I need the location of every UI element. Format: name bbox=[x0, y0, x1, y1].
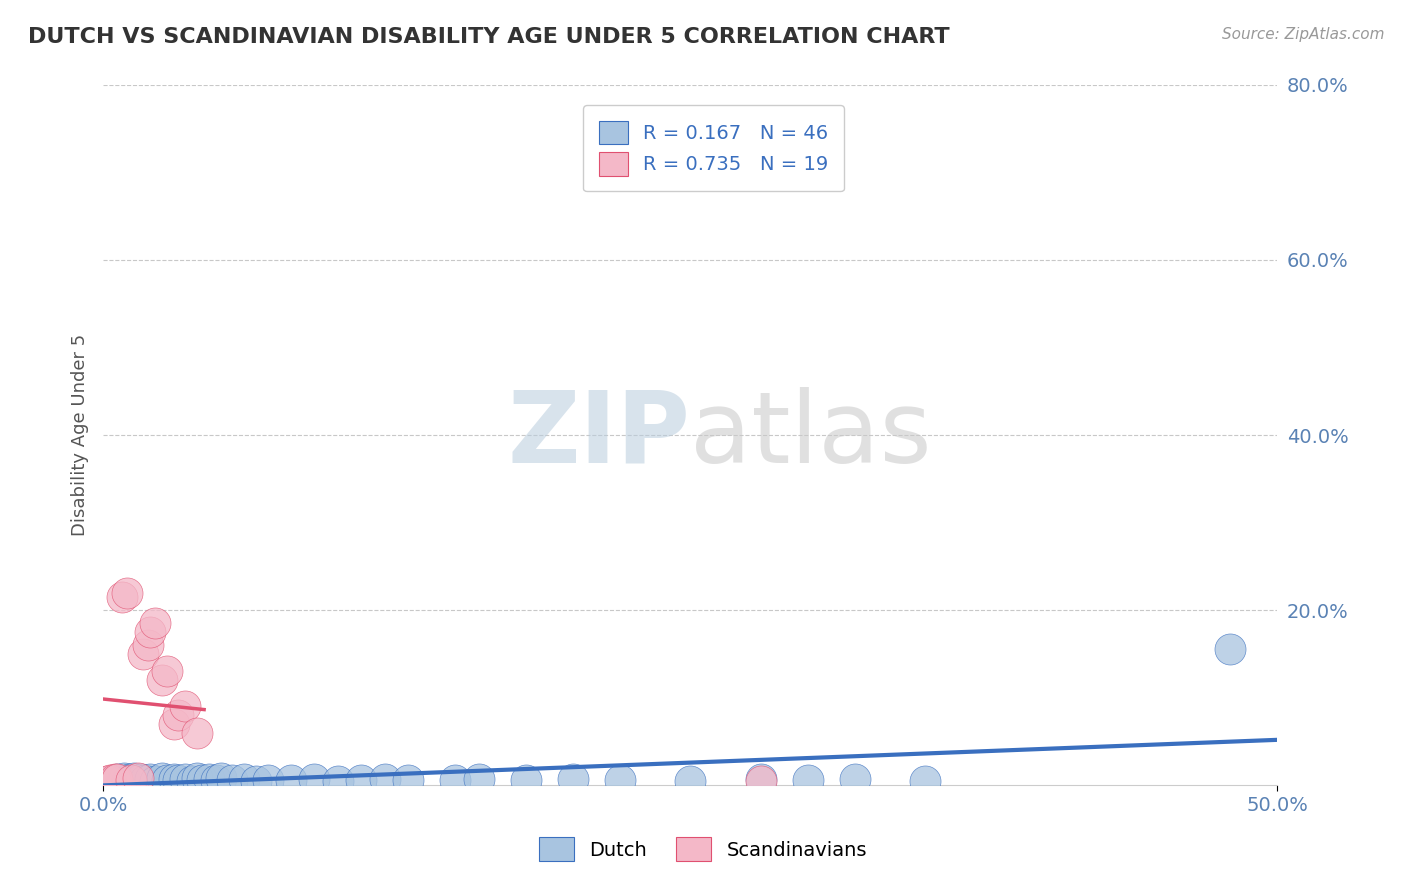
Point bbox=[749, 773, 772, 788]
Point bbox=[150, 673, 173, 687]
Point bbox=[98, 772, 121, 787]
Point bbox=[129, 772, 152, 786]
Point bbox=[233, 772, 256, 786]
Point bbox=[350, 772, 373, 787]
Point bbox=[561, 772, 583, 786]
Point bbox=[679, 773, 702, 788]
Point bbox=[468, 772, 491, 786]
Point bbox=[155, 665, 177, 679]
Text: DUTCH VS SCANDINAVIAN DISABILITY AGE UNDER 5 CORRELATION CHART: DUTCH VS SCANDINAVIAN DISABILITY AGE UND… bbox=[28, 27, 949, 46]
Point bbox=[209, 771, 232, 785]
Y-axis label: Disability Age Under 5: Disability Age Under 5 bbox=[72, 334, 89, 536]
Point bbox=[396, 772, 419, 787]
Point bbox=[134, 772, 156, 787]
Point bbox=[120, 772, 142, 787]
Legend: Dutch, Scandinavians: Dutch, Scandinavians bbox=[531, 830, 875, 869]
Point bbox=[245, 773, 267, 788]
Point bbox=[162, 717, 184, 731]
Text: atlas: atlas bbox=[690, 386, 932, 483]
Point bbox=[186, 771, 208, 785]
Point bbox=[191, 772, 214, 787]
Point bbox=[127, 772, 149, 787]
Point bbox=[112, 771, 135, 785]
Point bbox=[162, 772, 184, 786]
Point bbox=[304, 772, 326, 786]
Point bbox=[104, 772, 127, 787]
Point bbox=[143, 773, 166, 788]
Point bbox=[105, 772, 128, 786]
Point bbox=[796, 772, 818, 787]
Point bbox=[104, 772, 127, 786]
Point bbox=[127, 771, 149, 785]
Point bbox=[122, 771, 145, 785]
Point bbox=[181, 773, 204, 788]
Point bbox=[256, 772, 278, 787]
Point bbox=[186, 725, 208, 739]
Point bbox=[844, 772, 866, 786]
Point bbox=[120, 773, 142, 788]
Point bbox=[609, 772, 631, 787]
Point bbox=[444, 772, 467, 787]
Point bbox=[198, 772, 221, 786]
Legend: R = 0.167   N = 46, R = 0.735   N = 19: R = 0.167 N = 46, R = 0.735 N = 19 bbox=[583, 105, 844, 192]
Point bbox=[174, 772, 197, 786]
Point bbox=[111, 590, 134, 604]
Point bbox=[132, 647, 155, 661]
Point bbox=[150, 771, 173, 785]
Point bbox=[167, 708, 190, 723]
Point bbox=[143, 616, 166, 631]
Point bbox=[111, 773, 134, 788]
Point bbox=[374, 772, 396, 786]
Point bbox=[515, 772, 537, 787]
Point bbox=[105, 772, 128, 786]
Point bbox=[205, 772, 228, 787]
Point bbox=[97, 773, 120, 788]
Point bbox=[139, 772, 162, 786]
Text: Source: ZipAtlas.com: Source: ZipAtlas.com bbox=[1222, 27, 1385, 42]
Point bbox=[118, 772, 141, 786]
Point bbox=[914, 773, 936, 788]
Point bbox=[167, 772, 190, 787]
Point bbox=[115, 772, 138, 787]
Point bbox=[326, 773, 349, 788]
Point bbox=[155, 772, 177, 787]
Point bbox=[749, 772, 772, 786]
Text: ZIP: ZIP bbox=[508, 386, 690, 483]
Point bbox=[1219, 642, 1241, 657]
Point bbox=[139, 624, 162, 639]
Point bbox=[280, 772, 302, 787]
Point bbox=[174, 699, 197, 714]
Point bbox=[136, 638, 159, 652]
Point bbox=[98, 773, 121, 788]
Point bbox=[115, 585, 138, 599]
Point bbox=[221, 772, 243, 787]
